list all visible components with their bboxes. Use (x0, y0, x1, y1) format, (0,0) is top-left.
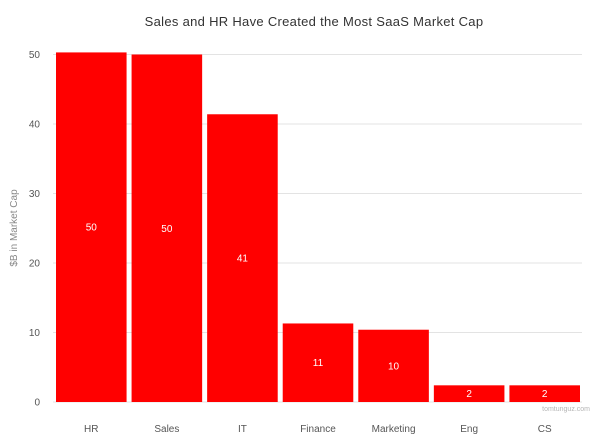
y-tick-label: 0 (34, 398, 40, 409)
data-label: 50 (161, 224, 173, 235)
data-label: 10 (388, 361, 400, 372)
x-tick-label: Marketing (372, 424, 416, 435)
data-label: 2 (542, 389, 548, 400)
y-tick-label: 10 (29, 328, 41, 339)
data-label: 2 (466, 389, 472, 400)
y-tick-label: 40 (29, 120, 41, 131)
chart-title: Sales and HR Have Created the Most SaaS … (145, 14, 484, 29)
y-axis-label: $B in Market Cap (9, 189, 20, 267)
x-tick-label: Sales (154, 424, 179, 435)
bar (131, 54, 203, 402)
data-label: 11 (313, 358, 324, 369)
data-label: 41 (237, 254, 249, 265)
y-tick-label: 50 (29, 50, 41, 61)
x-tick-label: Finance (300, 424, 336, 435)
bars (56, 52, 580, 403)
bar (282, 323, 354, 402)
bar (433, 385, 505, 402)
y-tick-labels: 0 10 20 30 40 50 (29, 50, 41, 409)
data-label: 50 (86, 223, 98, 234)
x-tick-label: CS (538, 424, 552, 435)
data-labels: 50 50 41 11 10 2 2 (86, 223, 548, 400)
bar (207, 114, 278, 403)
bar (509, 385, 580, 402)
y-tick-label: 30 (29, 189, 41, 200)
bar (56, 52, 127, 402)
x-tick-label: Eng (460, 424, 478, 435)
y-tick-label: 20 (29, 259, 41, 270)
source-credit: tomtunguz.com (542, 406, 590, 413)
x-tick-label: HR (84, 424, 98, 435)
x-tick-label: IT (238, 424, 247, 435)
x-tick-labels: HR Sales IT Finance Marketing Eng CS (84, 424, 552, 435)
bar (358, 329, 429, 402)
